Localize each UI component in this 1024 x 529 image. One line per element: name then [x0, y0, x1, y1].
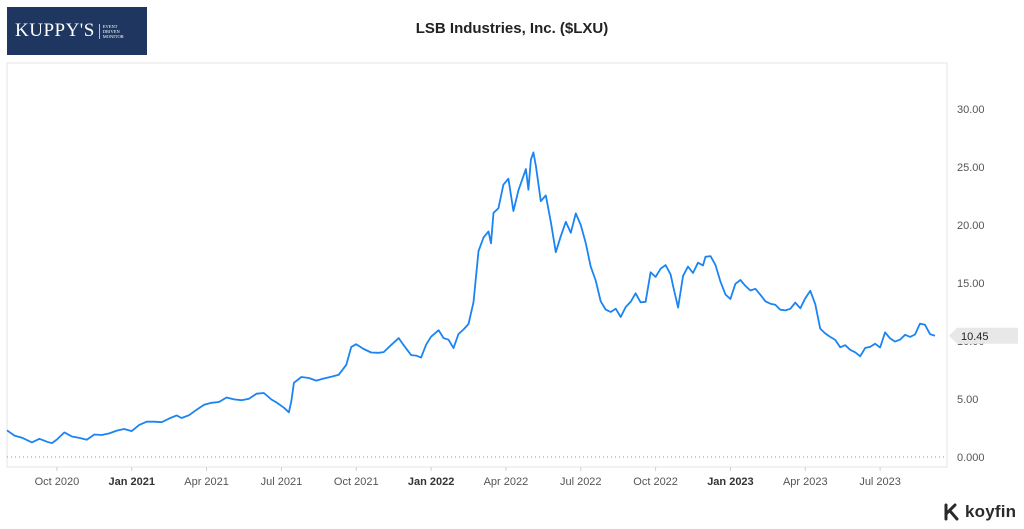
last-value-badge [949, 327, 1018, 344]
x-tick-label: Oct 2022 [633, 476, 678, 488]
y-tick-label: 0.000 [957, 452, 985, 464]
y-tick-label: 25.00 [957, 162, 985, 174]
y-tick-label: 5.00 [957, 394, 978, 406]
x-tick-label: Jan 2021 [108, 476, 154, 488]
logo-tagline-line: EVENT [102, 23, 118, 29]
koyfin-logo-icon [944, 503, 959, 521]
price-series-line [6, 151, 936, 445]
x-tick-label: Apr 2023 [783, 476, 828, 488]
x-tick-label: Oct 2020 [35, 476, 80, 488]
brand-name: koyfin [965, 502, 1017, 521]
kuppys-logo: KUPPY'S EVENT DRIVEN MONITOR [7, 7, 147, 55]
y-tick-label: 30.00 [957, 104, 985, 116]
x-tick-label: Jan 2023 [707, 476, 753, 488]
logo-tagline-line: DRIVEN [102, 28, 120, 34]
x-tick-label: Jul 2022 [560, 476, 602, 488]
y-tick-label: 15.00 [957, 278, 985, 290]
last-value-label: 10.45 [961, 331, 989, 343]
x-tick-label: Jan 2022 [408, 476, 454, 488]
koyfin-brand: koyfin [942, 502, 1016, 522]
x-tick-label: Jul 2023 [859, 476, 901, 488]
x-tick-label: Apr 2021 [184, 476, 229, 488]
logo-tagline-line: MONITOR [102, 33, 124, 39]
logo-name: KUPPY'S [15, 20, 95, 41]
logo-tagline: EVENT DRIVEN MONITOR [98, 23, 124, 39]
x-tick-label: Oct 2021 [334, 476, 379, 488]
chart-title: LSB Industries, Inc. ($LXU) [415, 20, 609, 37]
x-tick-label: Apr 2022 [484, 476, 529, 488]
x-tick-label: Jul 2021 [261, 476, 303, 488]
plot-frame [6, 62, 948, 468]
y-tick-label: 20.00 [957, 220, 985, 232]
